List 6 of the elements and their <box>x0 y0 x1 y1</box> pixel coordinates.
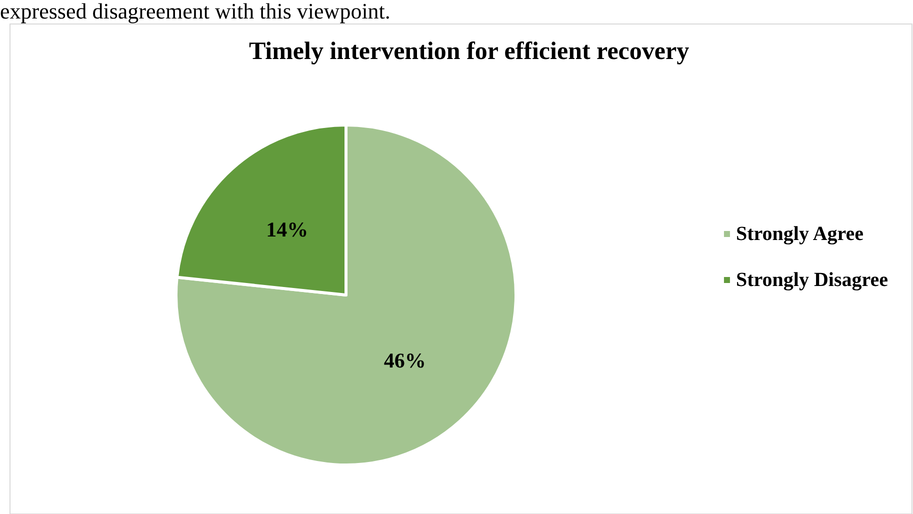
data-label: 14% <box>266 218 308 242</box>
text: expressed disagreement with this viewpoint. <box>0 0 390 24</box>
legend-label: Strongly Agree <box>736 223 864 245</box>
data-label: 46% <box>384 348 426 372</box>
legend-label: Strongly Disagree <box>736 269 888 291</box>
chart-title: Timely intervention for efficient recovery <box>248 38 690 65</box>
